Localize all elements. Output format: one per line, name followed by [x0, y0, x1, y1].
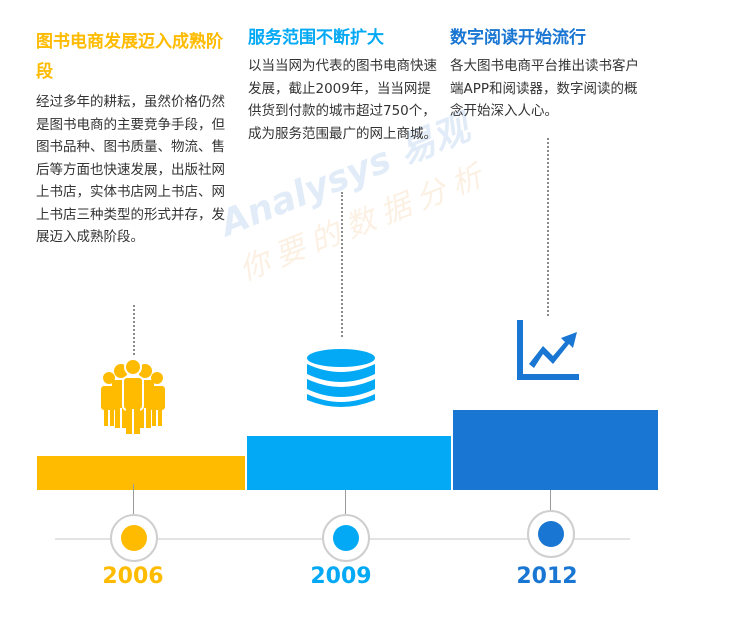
stage-2012-title: 数字阅读开始流行 — [450, 28, 586, 48]
year-2006: 2006 — [102, 564, 164, 589]
database-stack-icon — [307, 349, 375, 407]
marker-2012-dot — [538, 521, 564, 547]
stage-2006-bar — [37, 456, 245, 490]
stem-2012 — [550, 490, 551, 514]
year-2009: 2009 — [310, 564, 372, 589]
marker-2006-dot — [121, 525, 147, 551]
stage-2009-title: 服务范围不断扩大 — [248, 28, 384, 48]
marker-2006 — [110, 514, 158, 562]
rising-chart-icon — [517, 320, 579, 380]
connector-2006 — [133, 305, 135, 355]
connector-2009 — [341, 192, 343, 337]
marker-2009 — [322, 514, 370, 562]
marker-2009-dot — [333, 525, 359, 551]
stage-2012-description: 各大图书电商平台推出读书客户端APP和阅读器，数字阅读的概念开始深入人心。 — [450, 58, 639, 119]
stage-2009-text: 服务范围不断扩大 以当当网为代表的图书电商快速发展，截止2009年，当当网提供货… — [248, 23, 438, 145]
stage-2006-description: 经过多年的耕耘，虽然价格仍然是图书电商的主要竞争手段，但图书品种、图书质量、物流… — [36, 94, 225, 245]
marker-2012 — [527, 510, 575, 558]
people-group-icon — [101, 358, 165, 434]
stage-2012-text: 数字阅读开始流行 各大图书电商平台推出读书客户端APP和阅读器，数字阅读的概念开… — [450, 23, 640, 123]
stem-2006 — [133, 484, 134, 514]
stage-2006-title: 图书电商发展迈入成熟阶段 — [36, 32, 223, 82]
stage-2012-bar — [453, 410, 658, 490]
year-2012: 2012 — [516, 564, 578, 589]
stage-2006-text: 图书电商发展迈入成熟阶段 经过多年的耕耘，虽然价格仍然是图书电商的主要竞争手段，… — [36, 27, 226, 249]
connector-2012 — [547, 138, 549, 316]
stem-2009 — [345, 490, 346, 514]
stage-2009-description: 以当当网为代表的图书电商快速发展，截止2009年，当当网提供货到付款的城市超过7… — [248, 58, 437, 142]
stage-2009-bar — [247, 436, 451, 490]
